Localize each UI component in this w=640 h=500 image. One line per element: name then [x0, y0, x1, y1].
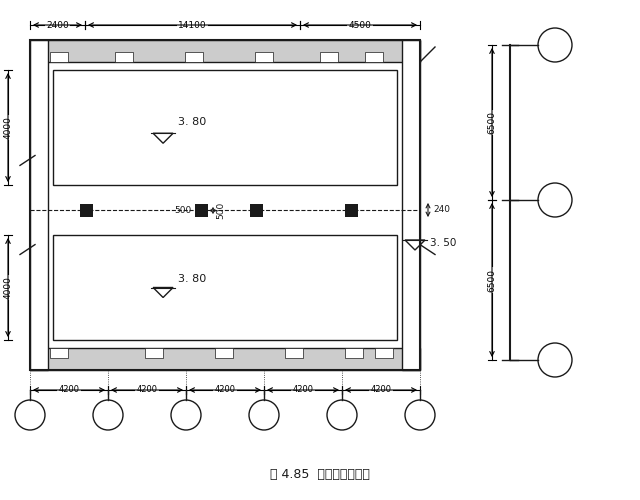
Bar [115, 52, 133, 62]
Bar [195, 204, 208, 217]
Bar [53, 235, 397, 340]
Bar [30, 40, 420, 370]
Bar [53, 70, 397, 185]
Text: 240: 240 [433, 206, 450, 214]
Text: 500: 500 [216, 202, 225, 219]
Text: 3. 80: 3. 80 [178, 116, 206, 126]
Bar [402, 40, 420, 370]
Bar [250, 204, 263, 217]
Text: 4200: 4200 [292, 386, 314, 394]
Text: 3. 50: 3. 50 [430, 238, 456, 248]
Bar [375, 348, 393, 358]
Bar [185, 52, 203, 62]
Bar [30, 40, 420, 62]
Bar [255, 52, 273, 62]
Bar [30, 40, 48, 370]
Bar [50, 348, 68, 358]
Bar [345, 204, 358, 217]
Text: 4000: 4000 [3, 276, 13, 299]
Bar [215, 348, 233, 358]
Text: 4000: 4000 [3, 116, 13, 139]
Bar [80, 204, 93, 217]
Text: 4500: 4500 [349, 20, 371, 30]
Bar [345, 348, 363, 358]
Text: 14100: 14100 [178, 20, 207, 30]
Text: 3. 80: 3. 80 [178, 274, 206, 284]
Text: 4200: 4200 [371, 386, 392, 394]
Text: 4200: 4200 [214, 386, 236, 394]
Text: 6500: 6500 [488, 268, 497, 291]
Text: 6500: 6500 [488, 111, 497, 134]
Text: 图 4.85  天棚平面示意图: 图 4.85 天棚平面示意图 [270, 468, 370, 481]
Text: 500: 500 [175, 206, 192, 215]
Bar [365, 52, 383, 62]
Bar [285, 348, 303, 358]
Bar [50, 52, 68, 62]
Text: 2400: 2400 [46, 20, 69, 30]
Bar [320, 52, 338, 62]
Text: 4200: 4200 [136, 386, 157, 394]
Bar [145, 348, 163, 358]
Bar [30, 348, 420, 370]
Text: 4200: 4200 [58, 386, 79, 394]
